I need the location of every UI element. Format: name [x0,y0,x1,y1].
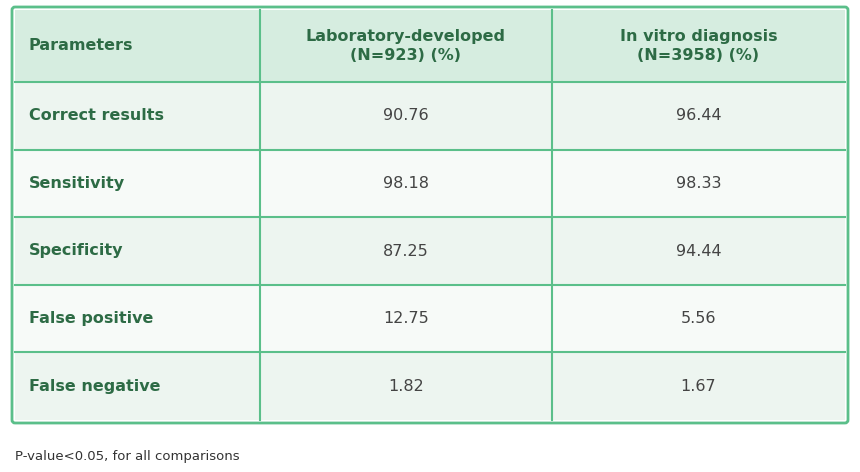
Bar [15,217,845,285]
Bar [15,353,845,420]
Text: 87.25: 87.25 [383,244,429,259]
Text: 94.44: 94.44 [676,244,722,259]
Text: Correct results: Correct results [29,108,164,123]
Bar [15,82,845,150]
Text: 5.56: 5.56 [681,311,716,326]
Text: 12.75: 12.75 [383,311,429,326]
Bar [15,150,845,217]
Text: Sensitivity: Sensitivity [29,176,125,191]
Bar [15,10,845,82]
Text: Parameters: Parameters [29,39,133,53]
Text: Laboratory-developed
(N=923) (%): Laboratory-developed (N=923) (%) [306,29,506,63]
Text: 1.67: 1.67 [681,379,716,394]
Text: P-value<0.05, for all comparisons: P-value<0.05, for all comparisons [15,450,240,463]
Bar [15,285,845,353]
Text: False positive: False positive [29,311,153,326]
Text: 96.44: 96.44 [676,108,722,123]
Text: In vitro diagnosis
(N=3958) (%): In vitro diagnosis (N=3958) (%) [620,29,777,63]
Text: 90.76: 90.76 [383,108,429,123]
Text: 1.82: 1.82 [388,379,424,394]
Text: Specificity: Specificity [29,244,124,259]
Text: 98.33: 98.33 [676,176,722,191]
Text: False negative: False negative [29,379,161,394]
Text: 98.18: 98.18 [383,176,429,191]
